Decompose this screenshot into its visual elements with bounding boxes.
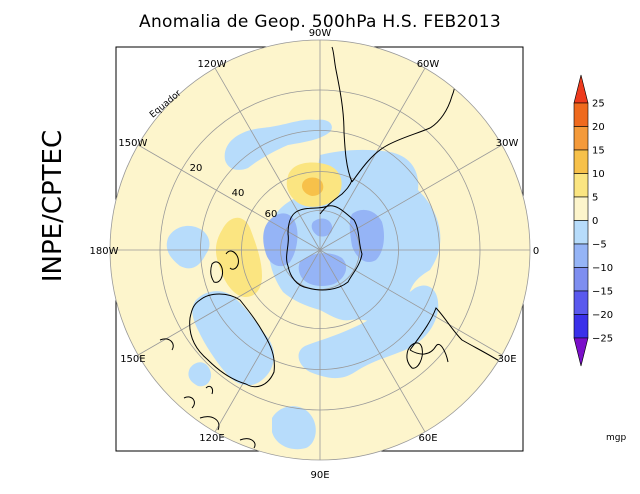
colorbar-bottom-arrow [573, 337, 589, 367]
lat-label-40: 40 [232, 188, 245, 199]
colorbar-band [573, 173, 589, 198]
colorbar-tick-label: −10 [592, 263, 613, 274]
map-title: Anomalia de Geop. 500hPa H.S. FEB2013 [139, 12, 501, 32]
colorbar-band [573, 290, 589, 315]
colorbar-unit: mgp [606, 433, 626, 443]
meridian-120w [214, 67, 321, 251]
lon-label-3: 30W [496, 138, 519, 149]
colorbar-tick-label: 20 [592, 122, 605, 133]
lon-label-4: 150W [118, 138, 147, 149]
colorbar-band [573, 314, 589, 339]
lon-label-10: 90E [310, 470, 329, 481]
neg-anomaly-area [192, 291, 274, 386]
neg10-anomaly-area [311, 218, 333, 237]
colorbar-tick-label: 25 [592, 99, 605, 110]
lat-label-20: 20 [190, 163, 203, 174]
lon-label-6: 0 [533, 246, 539, 257]
lon-label-9: 120E [199, 433, 224, 444]
neg-anomaly-area [166, 225, 210, 269]
antarctic-peninsula-coast [319, 179, 353, 215]
meridian-150e [137, 249, 321, 356]
neg10-anomaly-area [298, 253, 347, 286]
lon-label-7: 150E [120, 354, 145, 365]
lon-label-11: 60E [418, 433, 437, 444]
colorbar-tick-label: −20 [592, 310, 613, 321]
neg-anomaly-area [298, 285, 439, 379]
colorbar-tick-label: −5 [592, 240, 607, 251]
lat-label-60: 60 [265, 209, 278, 220]
equator-circle [109, 39, 531, 461]
meridian-30w [319, 144, 503, 251]
colorbar-band [573, 149, 589, 174]
new-zealand-coast [210, 250, 239, 283]
colorbar-tick-label: −15 [592, 287, 613, 298]
meridian-60e [319, 249, 426, 433]
australia-coast [189, 293, 275, 388]
antarctica-coast [286, 205, 363, 291]
lon-label-0: 90W [309, 28, 332, 39]
longitude-labels: 90W 120W 60W 30W 150W 180W 0 150E 30E 120E 90E 60E [90, 28, 540, 481]
colorbar-tick-label: 10 [592, 169, 605, 180]
neg-anomaly-area [224, 119, 332, 170]
colorbar-band [573, 243, 589, 268]
neg-anomaly-area [272, 406, 316, 450]
colorbar-tick-label: 0 [592, 216, 598, 227]
neg-anomaly-area [188, 362, 212, 387]
lon-label-8: 30E [498, 354, 517, 365]
colorbar-band [573, 267, 589, 292]
neg10-anomaly-area [349, 209, 384, 263]
colorbar-tick-label: 5 [592, 193, 598, 204]
meridians [110, 40, 530, 460]
lon-label-5: 180W [90, 246, 119, 257]
meridian-150w [137, 144, 321, 251]
colorbar-band [573, 196, 589, 221]
colorbar-tick-label: −25 [592, 334, 613, 345]
lon-label-1: 120W [198, 59, 227, 70]
colorbar-band [573, 126, 589, 151]
lon-label-2: 60W [417, 59, 440, 70]
colorbar-top-arrow [573, 74, 589, 104]
indonesia-coast [159, 338, 256, 449]
meridian-60w [319, 67, 426, 251]
pos10-anomaly-area [302, 177, 324, 196]
colorbar-band [573, 102, 589, 127]
colorbar-tick-label: 15 [592, 146, 605, 157]
meridian-30e [319, 249, 503, 356]
madagascar-coast [406, 342, 423, 369]
colorbar-band [573, 220, 589, 245]
pos5-anomaly-area [215, 217, 262, 298]
